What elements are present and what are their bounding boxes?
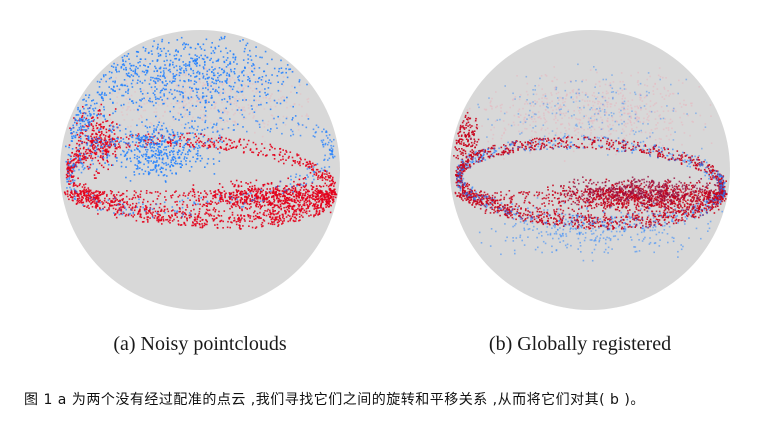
sphere: [450, 30, 730, 310]
subcaption-b: (b) Globally registered: [488, 333, 672, 355]
point-cloud: [453, 63, 728, 262]
pointcloud-sphere-a: [60, 30, 340, 310]
panel-noisy-pointclouds: [40, 0, 360, 330]
pointcloud-sphere-b: [450, 30, 730, 310]
subcaption-a: (a) Noisy pointclouds: [113, 333, 287, 355]
figure-caption: 图 1 a 为两个没有经过配准的点云 ,我们寻找它们之间的旋转和平移关系 ,从而…: [24, 392, 645, 408]
point-cloud: [63, 35, 338, 230]
panel-globally-registered: [430, 0, 750, 330]
